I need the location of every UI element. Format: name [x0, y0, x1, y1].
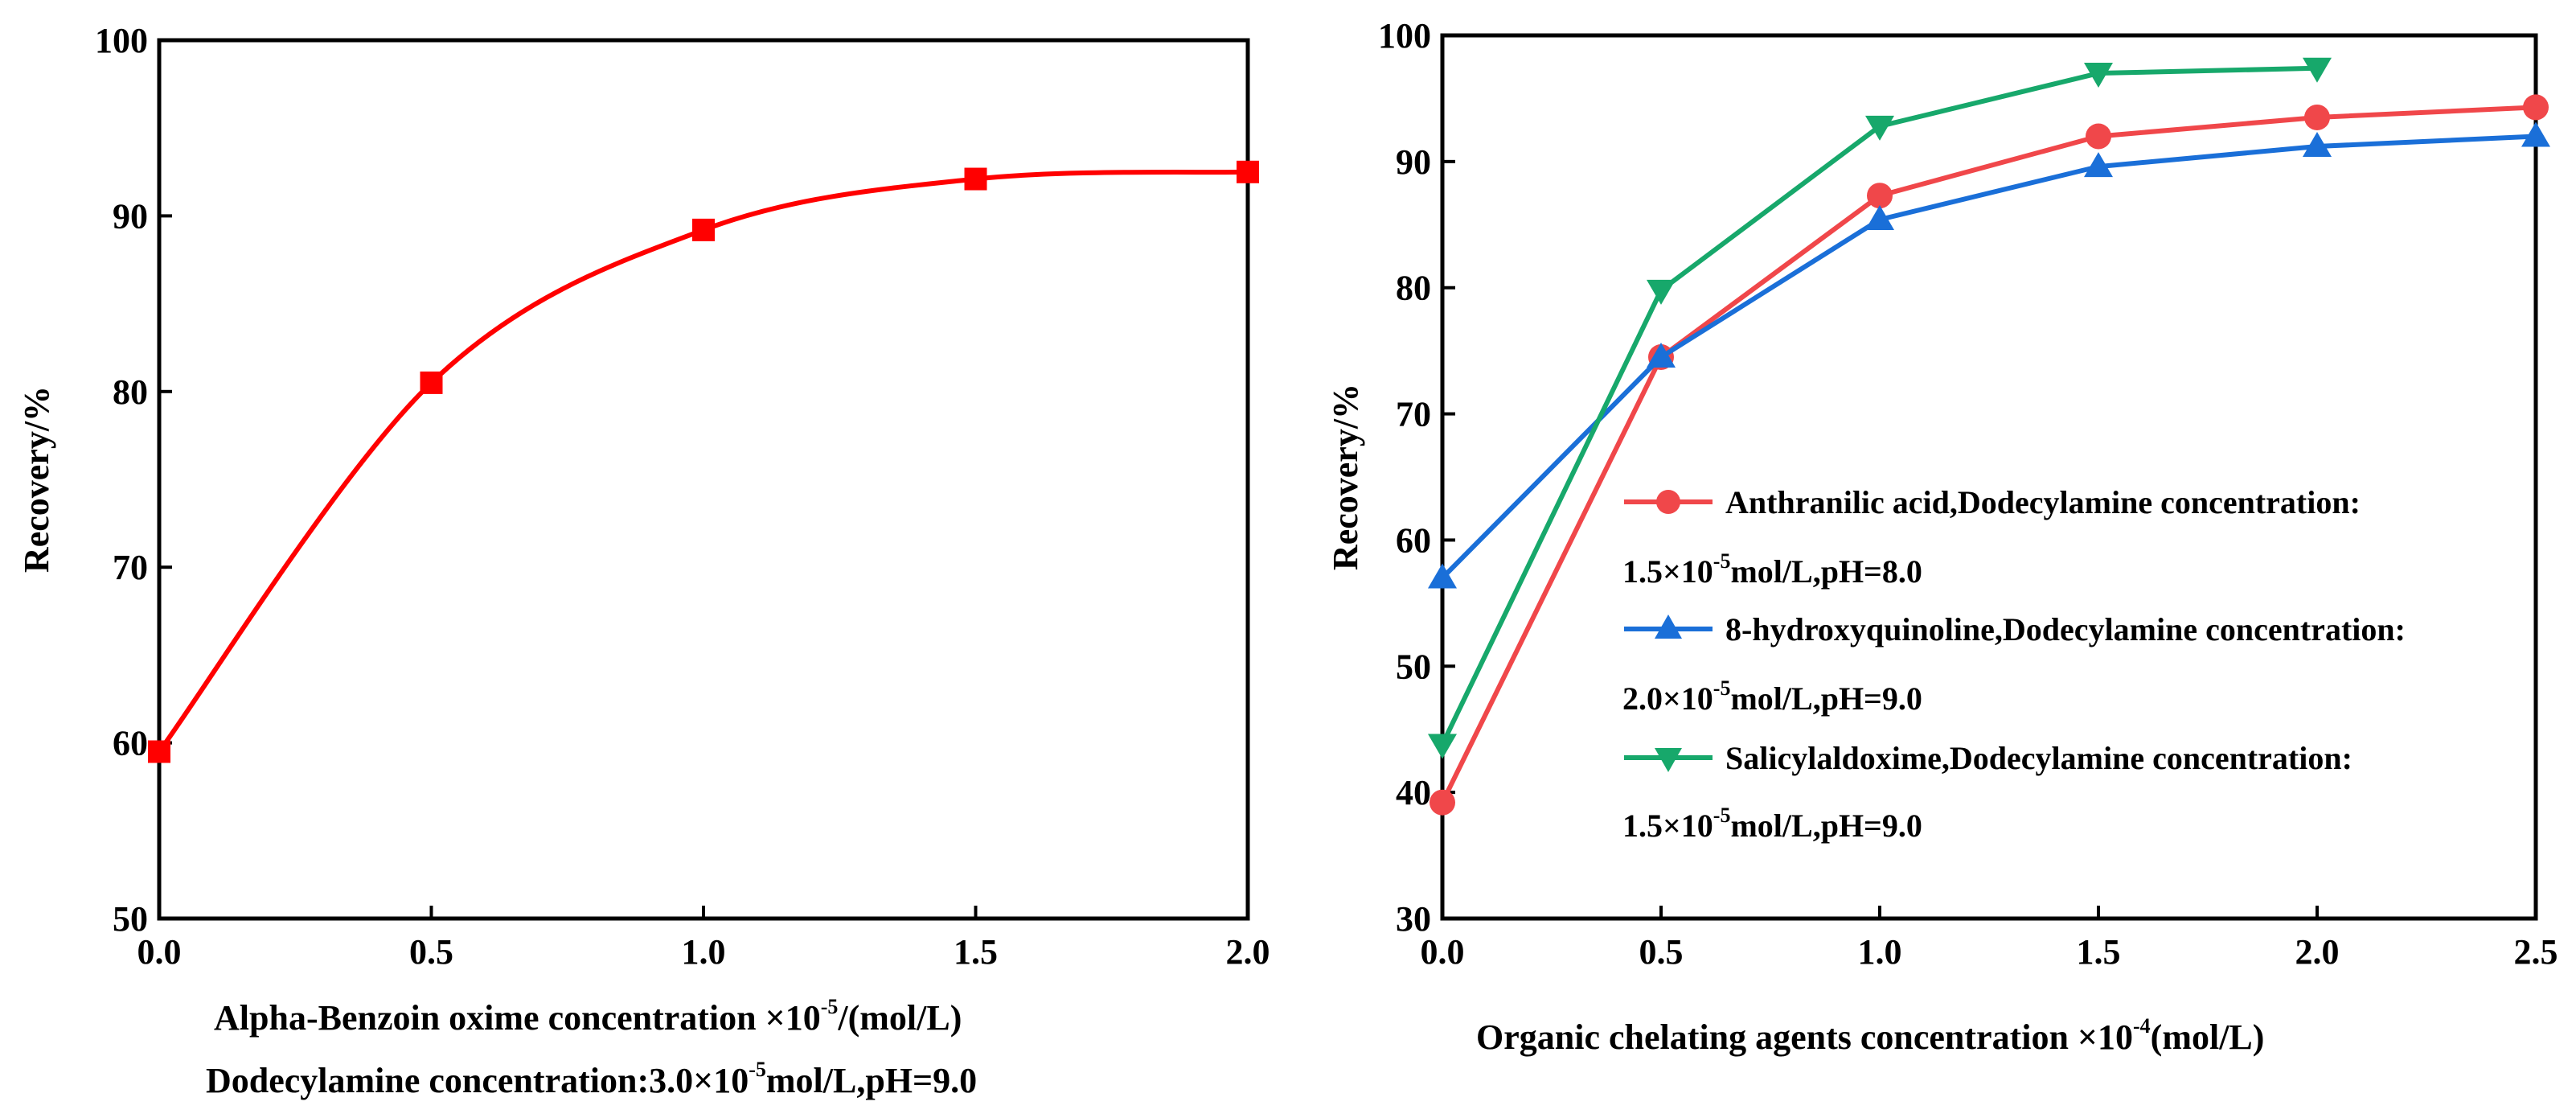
left-data-point-alpha-benzoin-oxime: [148, 740, 170, 763]
right-data-point-8-hydroxyquinoline: [2084, 152, 2113, 178]
left-data-point-alpha-benzoin-oxime: [692, 218, 715, 241]
right-x-tick-label: 0.0: [1421, 932, 1465, 972]
left-xlabel-main: Alpha-Benzoin oxime concentration ×10: [214, 998, 821, 1038]
legend-entry-salicylaldoxime: Salicylaldoxime,Dodecylamine concentrati…: [1622, 740, 2352, 844]
right-series: [1428, 57, 2550, 816]
right-y-tick-label: 90: [1396, 142, 1431, 182]
legend-detail-anthranilic-acid: 1.5×10-5mol/L,pH=8.0: [1622, 549, 1922, 590]
left-y-axis-label: Recovery/%: [17, 386, 56, 573]
right-legend: Anthranilic acid,Dodecylamine concentrat…: [1622, 484, 2406, 844]
left-xlabel-unit: /(mol/L): [837, 998, 962, 1038]
right-data-point-salicylaldoxime: [1428, 734, 1457, 759]
left-series-line-alpha-benzoin-oxime: [157, 169, 1249, 754]
legend-label-salicylaldoxime: Salicylaldoxime,Dodecylamine concentrati…: [1725, 740, 2352, 776]
right-xlabel-unit: (mol/L): [2151, 1017, 2265, 1057]
right-data-point-8-hydroxyquinoline: [2303, 132, 2332, 158]
right-chart: 0.0 0.5 1.0 1.5 2.0 2.5 30 40 50 60 70 80 90 100 Reco…: [1326, 16, 2558, 1057]
left-data-point-alpha-benzoin-oxime: [420, 371, 443, 394]
right-series-line-anthranilic-acid: [1440, 105, 2537, 804]
left-x-tick-label: 1.0: [682, 932, 726, 972]
right-data-point-anthranilic-acid: [1867, 183, 1893, 209]
right-x-tick-label: 1.0: [1858, 932, 1902, 972]
legend-detail-salicylaldoxime: 1.5×10-5mol/L,pH=9.0: [1622, 804, 1922, 844]
right-data-point-8-hydroxyquinoline: [2521, 121, 2550, 147]
right-data-point-anthranilic-acid: [2086, 123, 2111, 150]
right-data-point-salicylaldoxime: [1865, 115, 1894, 141]
legend-entry-anthranilic-acid: Anthranilic acid,Dodecylamine concentrat…: [1622, 484, 2361, 590]
legend-detail-8-hydroxyquinoline: 2.0×10-5mol/L,pH=9.0: [1622, 676, 1922, 717]
left-y-tick-label: 80: [113, 372, 148, 412]
right-y-tick-label: 60: [1396, 520, 1431, 560]
right-data-point-anthranilic-acid: [2523, 94, 2549, 121]
left-x-tick-label: 1.5: [954, 932, 998, 972]
right-y-tick-label: 40: [1396, 773, 1431, 812]
right-data-point-salicylaldoxime: [2303, 57, 2332, 83]
right-y-tick-label: 30: [1396, 899, 1431, 939]
right-series-line-8-hydroxyquinoline: [1440, 134, 2537, 580]
right-x-tick-label: 1.5: [2077, 932, 2121, 972]
legend-marker-8-hydroxyquinoline: [1655, 614, 1682, 639]
left-subtitle-pre: Dodecylamine concentration:3.0×10: [206, 1061, 749, 1100]
legend-marker-anthranilic-acid: [1656, 490, 1680, 514]
right-xlabel-main: Organic chelating agents concentration ×…: [1476, 1017, 2133, 1057]
legend-label-8-hydroxyquinoline: 8-hydroxyquinoline,Dodecylamine concentr…: [1725, 611, 2406, 647]
right-data-point-8-hydroxyquinoline: [1428, 563, 1457, 589]
right-y-tick-label: 80: [1396, 269, 1431, 308]
left-data-point-alpha-benzoin-oxime: [1237, 160, 1259, 183]
left-ticks: 0.0 0.5 1.0 1.5 2.0 50 60 70 80 90 100: [95, 21, 1270, 972]
right-data-point-8-hydroxyquinoline: [1647, 342, 1676, 368]
left-y-tick-label: 90: [113, 196, 148, 236]
right-y-tick-label: 100: [1378, 16, 1431, 55]
left-subtitle: Dodecylamine concentration:3.0×10-5mol/L…: [206, 1058, 977, 1100]
legend-entry-8-hydroxyquinoline: 8-hydroxyquinoline,Dodecylamine concentr…: [1622, 611, 2406, 717]
right-data-point-anthranilic-acid: [1430, 789, 1455, 816]
left-x-axis-label: Alpha-Benzoin oxime concentration ×10-5/…: [214, 995, 962, 1038]
legend-label-anthranilic-acid: Anthranilic acid,Dodecylamine concentrat…: [1725, 484, 2361, 520]
right-xlabel-exp: -4: [2133, 1014, 2151, 1038]
left-x-tick-label: 2.0: [1226, 932, 1270, 972]
left-y-tick-label: 70: [113, 548, 148, 587]
right-x-tick-label: 2.0: [2295, 932, 2340, 972]
right-data-point-anthranilic-acid: [2304, 104, 2330, 130]
right-y-axis-label: Recovery/%: [1326, 384, 1365, 570]
right-data-point-8-hydroxyquinoline: [1865, 205, 1894, 231]
left-x-tick-label: 0.0: [137, 932, 182, 972]
right-y-tick-label: 50: [1396, 647, 1431, 686]
left-subtitle-exp: -5: [749, 1058, 766, 1081]
left-x-tick-label: 0.5: [409, 932, 453, 972]
right-x-tick-label: 2.5: [2514, 932, 2558, 972]
left-y-tick-label: 50: [113, 899, 148, 939]
left-y-tick-label: 100: [95, 21, 148, 60]
left-subtitle-post: mol/L,pH=9.0: [766, 1061, 977, 1100]
legend-marker-salicylaldoxime: [1655, 748, 1682, 772]
right-x-axis-label: Organic chelating agents concentration ×…: [1476, 1014, 2264, 1057]
left-data-point-alpha-benzoin-oxime: [964, 167, 987, 191]
right-data-point-salicylaldoxime: [2084, 63, 2113, 88]
right-x-tick-label: 0.5: [1639, 932, 1684, 972]
right-ticks: 0.0 0.5 1.0 1.5 2.0 2.5 30 40 50 60 70 80 90 100: [1378, 16, 2558, 972]
left-y-tick-label: 60: [113, 724, 148, 763]
right-y-tick-label: 70: [1396, 395, 1431, 434]
left-series: [148, 160, 1259, 763]
right-data-point-salicylaldoxime: [1647, 279, 1676, 305]
right-plot-frame: [1440, 33, 2538, 921]
left-xlabel-exp: -5: [821, 995, 839, 1018]
